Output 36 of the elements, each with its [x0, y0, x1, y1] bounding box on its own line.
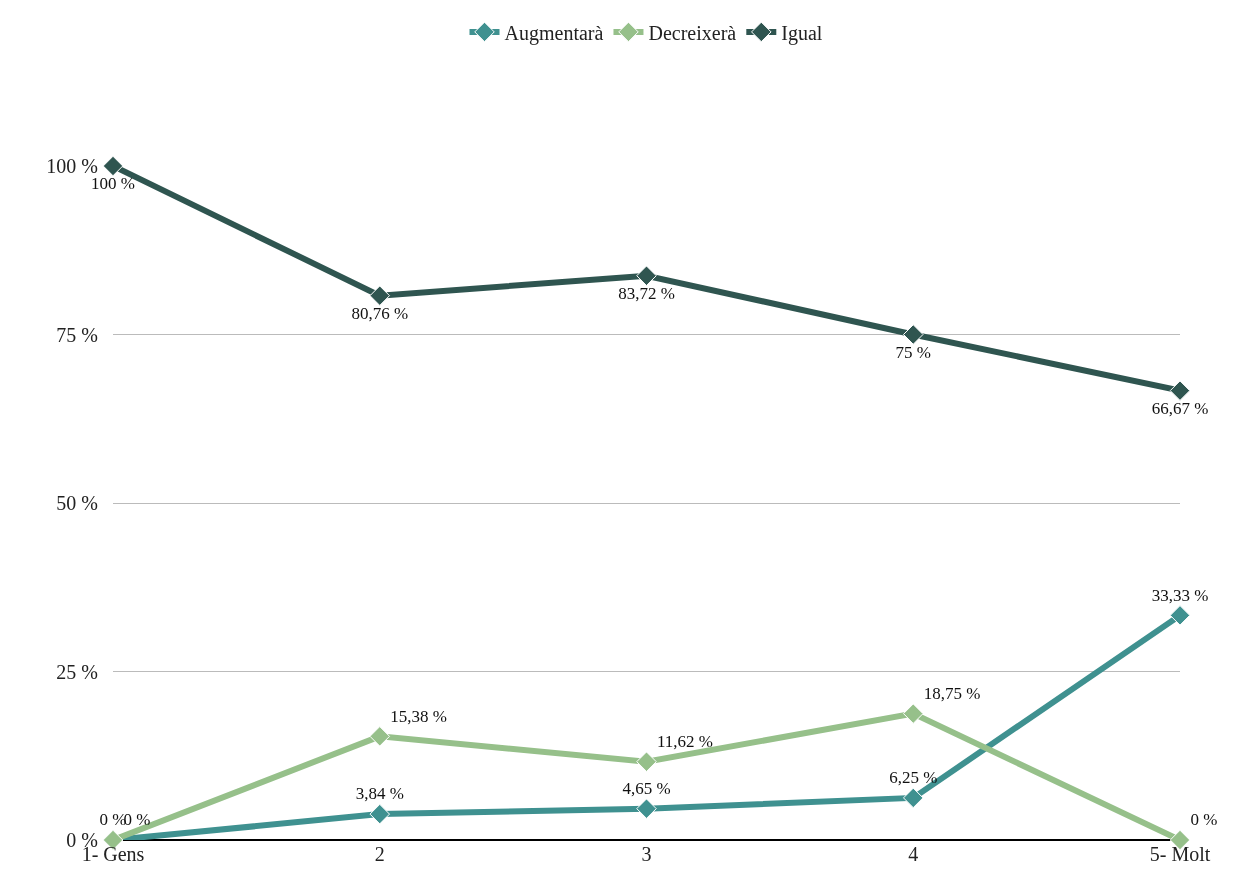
data-label: 15,38 %: [390, 706, 447, 726]
data-label: 3,84 %: [355, 784, 404, 804]
legend-label: Decreixerà: [648, 21, 737, 44]
point: [369, 285, 390, 306]
point: [903, 787, 924, 809]
point: [102, 155, 124, 177]
point: [903, 324, 924, 345]
point: [903, 703, 924, 724]
data-label: 66,67 %: [1151, 398, 1209, 418]
point: [1169, 380, 1191, 401]
data-label: 0 %: [1190, 810, 1218, 830]
data-label: 33,33 %: [1151, 585, 1209, 605]
data-label: 75 %: [895, 342, 931, 362]
legend-label: Augmentarà: [504, 21, 604, 45]
point: [636, 265, 657, 286]
x-tick-label: 5- Molt: [1149, 843, 1211, 865]
data-label: 100 %: [91, 174, 135, 194]
y-tick-label: 75 %: [56, 323, 98, 346]
point: [369, 803, 390, 825]
data-label: 4,65 %: [622, 779, 671, 799]
point: [636, 798, 657, 819]
y-tick-label: 100 %: [46, 155, 98, 177]
data-label: 80,76 %: [351, 303, 409, 323]
point: [636, 751, 657, 772]
data-label: 83,72 %: [618, 283, 675, 303]
x-tick-label: 3: [641, 843, 652, 865]
x-tick-label: 2: [374, 843, 385, 865]
y-tick-label: 50 %: [56, 492, 98, 514]
point: [1169, 605, 1191, 626]
legend-label: Igual: [781, 21, 823, 45]
x-tick-label: 4: [908, 843, 919, 865]
y-tick-label: 25 %: [56, 660, 98, 683]
data-label: 6,25 %: [889, 768, 938, 788]
data-label: 11,62 %: [656, 732, 713, 752]
data-label: 18,75 %: [923, 684, 981, 704]
point: [369, 726, 390, 747]
